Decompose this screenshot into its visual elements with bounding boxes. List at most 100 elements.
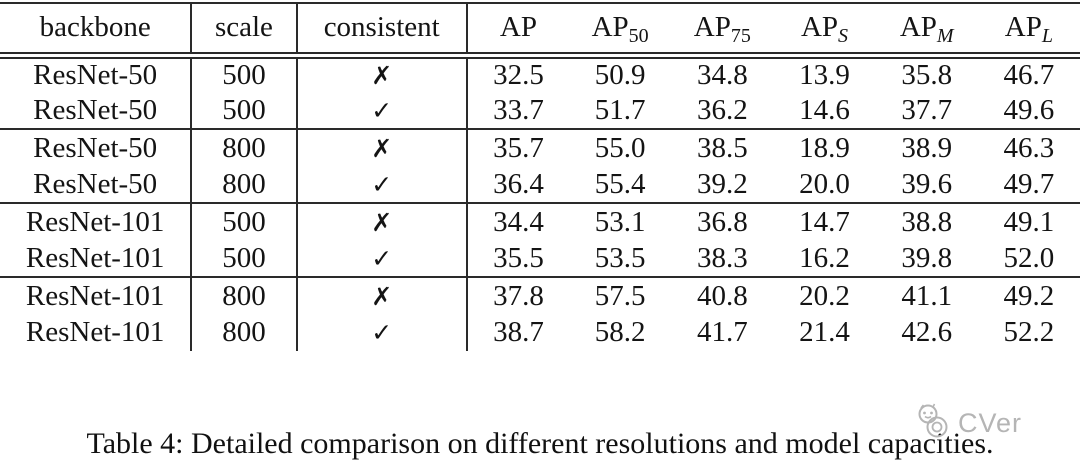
cross-icon: ✗ xyxy=(371,60,393,90)
cell-aps: 20.0 xyxy=(799,167,850,200)
metric-label: AP xyxy=(800,11,839,44)
table-row: ResNet-101 800 ✗ 37.8 57.5 40.8 20.2 41.… xyxy=(0,277,1080,314)
col-header-scale: scale xyxy=(191,3,298,55)
cell-backbone: ResNet-101 xyxy=(0,314,193,351)
cell-ap50: 50.9 xyxy=(594,58,646,91)
cell-consistent: ✓ xyxy=(296,92,468,129)
cell-apm: 35.8 xyxy=(901,58,953,91)
table-row: ResNet-50 500 ✗ 32.5 50.9 34.8 13.9 35.8… xyxy=(0,55,1080,92)
cell-backbone: ResNet-101 xyxy=(0,277,193,314)
cell-ap: 32.5 xyxy=(493,58,544,91)
metric-label: AP xyxy=(693,11,731,44)
cell-backbone: ResNet-50 xyxy=(0,92,193,129)
table-row: ResNet-101 800 ✓ 38.7 58.2 41.7 21.4 42.… xyxy=(0,314,1080,351)
cell-backbone: ResNet-101 xyxy=(0,240,193,277)
col-header-ap50: AP50 xyxy=(569,3,671,55)
cell-aps: 18.9 xyxy=(799,131,850,164)
col-header-apm: APM xyxy=(876,3,978,55)
cell-ap75: 38.5 xyxy=(696,131,748,164)
col-header-ap75: AP75 xyxy=(671,3,773,55)
check-icon: ✓ xyxy=(371,318,393,347)
watermark-label: CVer xyxy=(957,408,1022,438)
metric-subscript: L xyxy=(1041,25,1053,48)
cell-apl: 49.6 xyxy=(1003,93,1055,126)
cell-aps: 20.2 xyxy=(799,279,850,312)
cell-ap50: 53.1 xyxy=(594,205,646,238)
cell-ap: 35.7 xyxy=(493,131,544,164)
cver-logo-icon xyxy=(913,403,955,444)
col-header-apl: APL xyxy=(978,3,1080,55)
cell-ap: 35.5 xyxy=(493,241,544,274)
check-icon: ✓ xyxy=(371,243,393,273)
cell-ap75: 38.3 xyxy=(696,241,748,274)
cell-backbone: ResNet-50 xyxy=(0,166,193,203)
watermark: CVer xyxy=(913,403,1022,444)
cell-apm: 39.8 xyxy=(901,241,953,274)
cell-consistent: ✓ xyxy=(296,314,468,351)
metric-subscript: S xyxy=(838,25,849,48)
cell-ap75: 39.2 xyxy=(696,167,748,200)
cell-apl: 46.7 xyxy=(1003,58,1055,91)
metric-subscript: M xyxy=(936,25,954,48)
cell-apl: 49.7 xyxy=(1003,167,1055,200)
cell-scale: 500 xyxy=(191,92,298,129)
cell-ap: 37.8 xyxy=(493,279,544,312)
cell-scale: 500 xyxy=(191,55,298,92)
metric-label: AP xyxy=(899,11,937,44)
cell-ap50: 55.0 xyxy=(594,131,646,164)
results-table: backbone scale consistent AP AP50 AP75 A… xyxy=(0,2,1080,351)
cell-backbone: ResNet-101 xyxy=(0,203,193,240)
metric-label: AP xyxy=(499,11,537,44)
cell-ap75: 40.8 xyxy=(696,279,748,312)
cell-apl: 49.1 xyxy=(1003,205,1055,238)
cell-scale: 800 xyxy=(191,166,298,203)
cell-ap75: 34.8 xyxy=(696,58,748,91)
metric-label: AP xyxy=(591,11,629,44)
cell-apl: 49.2 xyxy=(1003,279,1055,312)
results-table-container: backbone scale consistent AP AP50 AP75 A… xyxy=(0,2,1080,351)
table-row: ResNet-50 500 ✓ 33.7 51.7 36.2 14.6 37.7… xyxy=(0,92,1080,129)
table-row: ResNet-50 800 ✓ 36.4 55.4 39.2 20.0 39.6… xyxy=(0,166,1080,203)
cell-ap75: 41.7 xyxy=(696,316,748,348)
table-row: ResNet-50 800 ✗ 35.7 55.0 38.5 18.9 38.9… xyxy=(0,129,1080,166)
cell-apm: 38.8 xyxy=(901,205,953,238)
cell-apm: 37.7 xyxy=(901,93,953,126)
cross-icon: ✗ xyxy=(371,281,393,311)
cell-aps: 13.9 xyxy=(799,58,850,91)
cell-apl: 52.2 xyxy=(1003,316,1055,348)
cell-ap50: 58.2 xyxy=(594,316,646,348)
check-icon: ✓ xyxy=(371,169,393,199)
check-icon: ✓ xyxy=(371,95,393,125)
cell-scale: 500 xyxy=(191,240,298,277)
metric-subscript: 50 xyxy=(628,25,649,48)
cell-ap: 34.4 xyxy=(493,205,544,238)
cell-apm: 38.9 xyxy=(901,131,953,164)
cell-apl: 52.0 xyxy=(1003,241,1055,274)
cell-apm: 41.1 xyxy=(901,279,953,312)
cell-ap: 36.4 xyxy=(493,167,544,200)
cell-backbone: ResNet-50 xyxy=(0,129,193,166)
cross-icon: ✗ xyxy=(371,133,393,163)
cell-ap50: 53.5 xyxy=(594,241,646,274)
col-header-ap: AP xyxy=(467,3,569,55)
cell-consistent: ✗ xyxy=(296,203,468,240)
table-caption: Table 4: Detailed comparison on differen… xyxy=(86,427,994,460)
col-header-backbone: backbone xyxy=(0,3,193,55)
cell-apl: 46.3 xyxy=(1003,131,1055,164)
cell-ap75: 36.8 xyxy=(696,205,748,238)
cell-scale: 500 xyxy=(191,203,298,240)
cell-ap50: 57.5 xyxy=(594,279,646,312)
metric-label: AP xyxy=(1004,11,1042,44)
cell-consistent: ✗ xyxy=(296,55,468,92)
table-row: ResNet-101 500 ✓ 35.5 53.5 38.3 16.2 39.… xyxy=(0,240,1080,277)
cell-apm: 39.6 xyxy=(901,167,953,200)
cell-apm: 42.6 xyxy=(901,316,953,348)
cell-consistent: ✗ xyxy=(296,129,468,166)
cell-ap50: 51.7 xyxy=(594,93,646,126)
cell-consistent: ✓ xyxy=(296,166,468,203)
cell-ap: 38.7 xyxy=(493,316,544,348)
cell-ap50: 55.4 xyxy=(594,167,646,200)
col-header-consistent: consistent xyxy=(296,3,468,55)
cell-aps: 21.4 xyxy=(799,316,850,348)
cell-scale: 800 xyxy=(191,314,298,351)
